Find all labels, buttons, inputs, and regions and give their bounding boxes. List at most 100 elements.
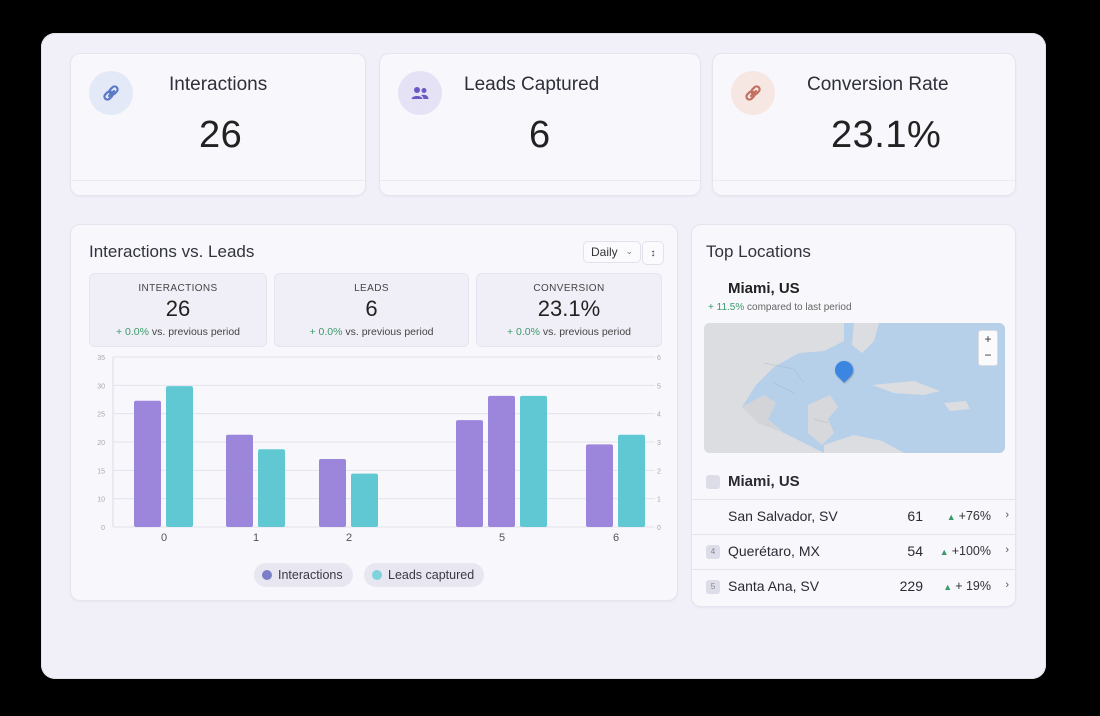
users-icon xyxy=(398,71,442,115)
kpi-value: 6 xyxy=(529,114,551,156)
y-tick-label-right: 3 xyxy=(657,440,661,447)
y-tick-label: 30 xyxy=(97,383,105,390)
kpi-value: 23.1% xyxy=(831,114,942,156)
period-select-value: Daily xyxy=(591,245,618,259)
stat-value: 23.1% xyxy=(537,296,601,321)
y-tick-label-right: 2 xyxy=(657,468,661,475)
stat-change-suffix: vs. previous period xyxy=(542,326,632,338)
x-tick-label: 5 xyxy=(499,532,505,544)
stat-change-suffix: vs. previous period xyxy=(151,326,241,338)
stat-interactions: INTERACTIONS 26 + 0.0% vs. previous peri… xyxy=(89,273,267,347)
y-tick-label: 10 xyxy=(97,497,105,504)
stat-change: + 0.0% vs. previous period xyxy=(477,326,661,338)
location-name: San Salvador, SV xyxy=(728,508,838,524)
legend-label: Leads captured xyxy=(388,568,475,582)
location-row[interactable]: 5 Santa Ana, SV 229 ▲ + 19% › xyxy=(692,570,1015,604)
location-name: Querétaro, MX xyxy=(728,543,820,559)
sort-icon[interactable]: ↕ xyxy=(642,241,664,265)
location-trend: ▲ +76% xyxy=(947,509,991,523)
stat-change-suffix: vs. previous period xyxy=(345,326,434,338)
bar-chart: 0 010 115 220 325 430 535 60 1 2 5 6 xyxy=(97,355,661,544)
bar xyxy=(226,434,253,527)
y-tick-label: 20 xyxy=(97,440,105,447)
chevron-right-icon[interactable]: › xyxy=(1005,579,1009,591)
trend-value: + 19% xyxy=(955,579,991,593)
card-footer xyxy=(71,180,365,195)
trend-up-icon: ▲ xyxy=(939,547,949,557)
stat-label: LEADS xyxy=(354,283,389,294)
legend-label: Interactions xyxy=(278,568,343,582)
trend-value: +76% xyxy=(958,509,991,523)
link-icon xyxy=(89,71,133,115)
stat-change-value: + 0.0% xyxy=(309,326,343,338)
kpi-card-leads: Leads Captured 6 xyxy=(379,53,701,196)
location-count: 54 xyxy=(907,543,923,559)
stat-change-value: + 0.0% xyxy=(506,326,540,338)
y-tick-label-right: 6 xyxy=(657,355,661,362)
kpi-card-interactions: Interactions 26 xyxy=(70,53,366,196)
location-row[interactable]: San Salvador, SV 61 ▲ +76% › xyxy=(692,500,1015,535)
y-tick-label-right: 5 xyxy=(657,383,661,390)
zoom-in-button[interactable]: + xyxy=(984,332,992,346)
bar xyxy=(586,444,613,527)
kpi-value: 26 xyxy=(199,114,243,156)
stat-leads: LEADS 6 + 0.0% vs. previous period xyxy=(274,273,469,347)
chevron-right-icon[interactable]: › xyxy=(1005,544,1009,556)
period-select[interactable]: Daily ⌄ xyxy=(583,241,641,263)
panel-title: Interactions vs. Leads xyxy=(89,242,255,261)
y-tick-label: 0 xyxy=(101,525,105,532)
stat-conversion: CONVERSION 23.1% + 0.0% vs. previous per… xyxy=(476,273,662,347)
stat-change-value: + 0.0% xyxy=(115,326,149,338)
rank-badge xyxy=(706,475,720,489)
y-tick-label-right: 4 xyxy=(657,412,661,419)
location-name: Miami, US xyxy=(728,473,800,490)
y-tick-label: 15 xyxy=(97,468,105,475)
map-zoom-control: + − xyxy=(978,330,998,366)
stat-label: INTERACTIONS xyxy=(138,283,218,294)
bar xyxy=(258,449,285,527)
chevron-right-icon[interactable]: › xyxy=(1005,509,1009,521)
y-tick-label-right: 1 xyxy=(657,497,661,504)
location-map[interactable]: + − xyxy=(704,323,1005,453)
stat-value: 26 xyxy=(165,296,191,321)
legend-interactions[interactable]: Interactions xyxy=(254,563,353,587)
link-icon xyxy=(731,71,775,115)
zoom-out-button[interactable]: − xyxy=(984,348,992,362)
stat-change: + 0.0% vs. previous period xyxy=(275,326,468,338)
card-footer xyxy=(380,180,700,195)
legend-leads[interactable]: Leads captured xyxy=(364,563,485,587)
x-tick-label: 6 xyxy=(613,532,619,544)
bar xyxy=(319,459,346,527)
trend-up-icon: ▲ xyxy=(943,582,953,592)
kpi-title: Conversion Rate xyxy=(807,74,949,95)
bar xyxy=(134,400,161,527)
legend-dot xyxy=(372,570,382,580)
x-tick-label: 2 xyxy=(346,532,352,544)
card-footer xyxy=(713,180,1015,195)
location-trend: ▲ +100% xyxy=(940,544,991,558)
bar xyxy=(618,434,645,527)
bar xyxy=(166,386,193,527)
kpi-title: Leads Captured xyxy=(464,74,600,95)
top-locations-panel: Top Locations Miami, US + 11.5% compared… xyxy=(691,224,1016,607)
featured-location: Miami, US xyxy=(728,280,800,297)
legend-dot xyxy=(262,570,272,580)
map-graphic xyxy=(704,323,1005,453)
x-tick-label: 0 xyxy=(161,532,167,544)
rank-badge: 5 xyxy=(706,580,720,594)
location-list-header[interactable]: Miami, US xyxy=(692,465,1015,500)
kpi-title: Interactions xyxy=(169,74,268,95)
location-name: Santa Ana, SV xyxy=(728,578,820,594)
rank-badge: 4 xyxy=(706,545,720,559)
stat-value: 6 xyxy=(365,296,378,321)
stat-change: + 0.0% vs. previous period xyxy=(90,326,266,338)
location-count: 61 xyxy=(907,508,923,524)
x-tick-label: 1 xyxy=(253,532,259,544)
trend-up-icon: ▲ xyxy=(946,512,956,522)
trend-value: +100% xyxy=(951,544,991,558)
location-row[interactable]: 4 Querétaro, MX 54 ▲ +100% › xyxy=(692,535,1015,570)
bar xyxy=(488,395,515,527)
bar xyxy=(520,395,547,527)
bar xyxy=(351,473,378,527)
y-tick-label: 25 xyxy=(97,412,105,419)
